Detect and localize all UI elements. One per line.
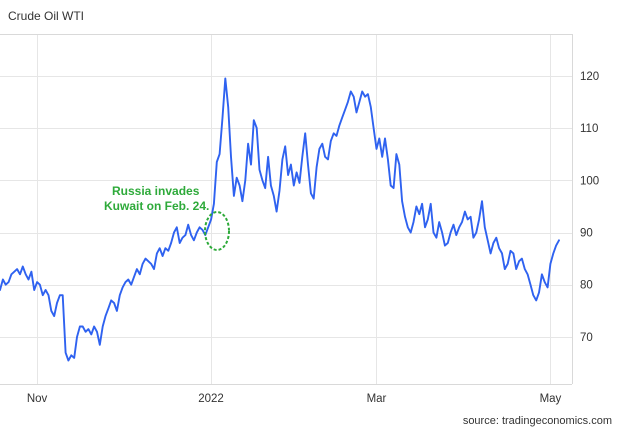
y-tick-label: 70 (580, 332, 593, 344)
chart-title: Crude Oil WTI (8, 9, 85, 23)
y-tick-label: 90 (580, 228, 593, 240)
y-tick-label: 110 (580, 123, 598, 135)
y-tick-label: 100 (580, 175, 599, 187)
grid-lines (0, 34, 573, 385)
annotation-ellipse (204, 211, 230, 251)
x-tick-label: Nov (27, 393, 48, 405)
y-axis-ticks: 70 80 90 100 110 120 (580, 71, 599, 344)
x-axis-ticks: Nov2022MarMayJulSep (27, 393, 562, 405)
x-tick-label: May (540, 393, 562, 405)
source-label: source: tradingeconomics.com (462, 415, 612, 427)
x-tick-label: Mar (367, 393, 387, 405)
crude-oil-price-line (0, 77, 560, 362)
y-tick-label: 120 (580, 71, 599, 83)
annotation-text-line-2: Kuwait on Feb. 24. (104, 199, 209, 213)
annotation-text-line-1: Russia invades (112, 184, 200, 198)
y-tick-label: 80 (580, 280, 593, 292)
x-tick-label: 2022 (198, 393, 224, 405)
